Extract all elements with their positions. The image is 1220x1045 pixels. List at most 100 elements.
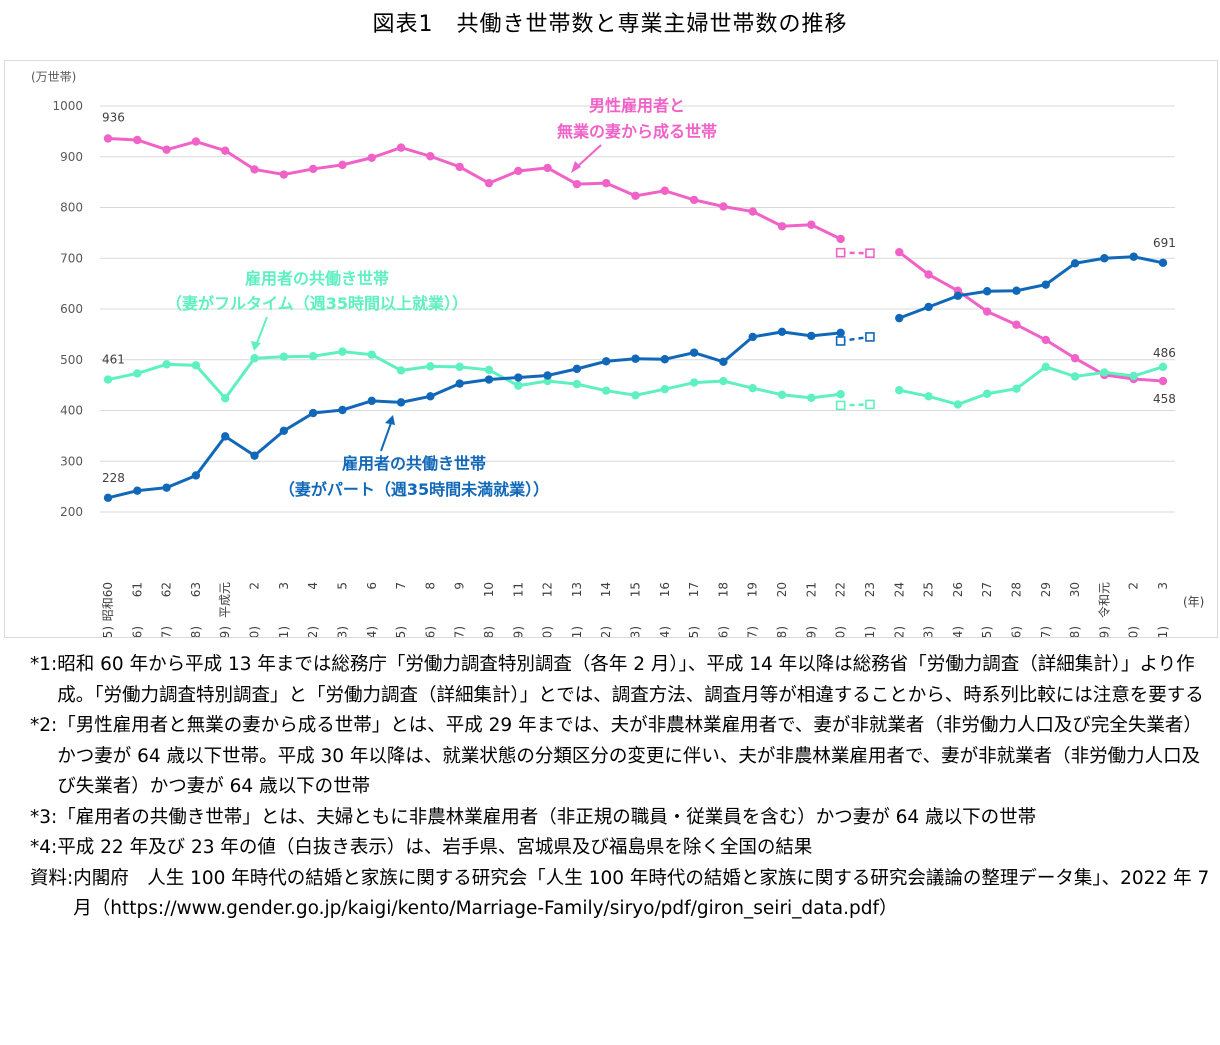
x-tick-label-year: (2011) (863, 626, 877, 637)
annotation-arrow (380, 422, 392, 452)
data-point (660, 384, 670, 394)
data-point (162, 360, 171, 369)
data-point (1158, 376, 1168, 386)
series-label-male-employee: 無業の妻から成る世帯 (557, 122, 717, 141)
x-tick-label-era: 9 (453, 582, 467, 590)
x-tick-label-era: 平成元 (218, 582, 232, 618)
y-tick-label: 900 (60, 150, 83, 164)
data-point (455, 162, 464, 172)
data-point (133, 135, 142, 145)
x-tick-label-year: (1989) (218, 626, 232, 637)
data-point (426, 362, 435, 371)
data-point (279, 170, 289, 179)
data-point (1129, 371, 1138, 381)
data-point (1012, 286, 1021, 295)
data-point (748, 383, 757, 393)
data-point (777, 222, 787, 231)
data-point (748, 207, 757, 216)
x-tick-label-year: (2002) (599, 626, 613, 637)
data-point (514, 381, 523, 390)
data-point (982, 287, 992, 296)
data-point (1041, 362, 1050, 372)
data-point (601, 178, 611, 188)
data-point (660, 186, 670, 195)
note-label: *1: (30, 654, 58, 675)
y-tick-label: 800 (60, 201, 83, 215)
x-axis-label: (年) (1183, 595, 1204, 609)
data-point (367, 350, 376, 359)
data-point (572, 364, 582, 374)
data-point (426, 152, 435, 161)
x-tick-label-year: (2014) (951, 626, 965, 637)
x-tick-label-era: 30 (1068, 582, 1082, 597)
data-point (367, 153, 376, 162)
data-point (308, 351, 318, 361)
x-tick-label-year: (1997) (453, 626, 467, 637)
x-tick-label-era: 21 (804, 582, 818, 597)
data-point (895, 313, 904, 323)
chart-title: 図表1 共働き世帯数と専業主婦世帯数の推移 (372, 12, 848, 37)
data-point (777, 390, 787, 399)
x-tick-label-year: (1996) (423, 626, 437, 637)
x-tick-label-era: 3 (1156, 582, 1170, 590)
data-point (807, 220, 816, 229)
data-point (543, 163, 552, 173)
x-tick-label-year: (2009) (804, 626, 818, 637)
x-tick-label-era: 18 (716, 582, 730, 597)
data-point (338, 347, 347, 356)
data-point (514, 166, 523, 176)
x-tick-label-era: 2 (1127, 582, 1141, 590)
x-tick-label-era: 7 (394, 582, 408, 590)
data-point (1070, 354, 1080, 363)
data-point (250, 165, 259, 174)
data-point (455, 379, 464, 388)
x-tick-label-year: (1993) (335, 626, 349, 637)
excluded-data-point (835, 336, 846, 346)
note-label: *2: (30, 715, 58, 736)
x-tick-label-year: (2004) (658, 626, 672, 637)
note-text: 内閣府 人生 100 年時代の結婚と家族に関する研究会「人生 100 年時代の結… (73, 867, 1210, 920)
x-tick-label-year: (2007) (746, 626, 760, 637)
data-point (279, 352, 289, 361)
note-1: *1: 昭和 60 年から平成 13 年までは総務庁「労働力調査特別調査（各年 … (30, 650, 1215, 711)
data-point (953, 291, 963, 301)
x-tick-label-year: (1987) (160, 626, 174, 637)
data-point (895, 386, 904, 395)
data-point (982, 307, 992, 316)
data-point (221, 146, 230, 155)
data-point (1041, 280, 1050, 289)
data-label: 691 (1153, 236, 1176, 250)
excluded-line (840, 251, 870, 255)
annotation-arrowhead (251, 341, 261, 351)
data-point (191, 137, 201, 146)
series-label-parttime: （妻がパート（週35時間未満就業）） (279, 480, 549, 499)
y-tick-label: 700 (60, 251, 83, 265)
data-point (484, 178, 494, 188)
data-point (689, 195, 699, 205)
data-point (221, 432, 230, 441)
x-tick-label-era: 29 (1039, 582, 1053, 597)
y-tick-label: 1000 (52, 99, 83, 113)
data-point (162, 483, 171, 492)
data-point (426, 392, 435, 401)
data-point (1158, 362, 1168, 372)
data-point (953, 400, 963, 409)
note-4: *4: 平成 22 年及び 23 年の値（白抜き表示）は、岩手県、宮城県及び福島… (30, 833, 1215, 864)
note-text: 「男性雇用者と無業の妻から成る世帯」とは、平成 29 年までは、夫が非農林業雇用… (57, 715, 1202, 797)
annotation-arrowhead (385, 415, 395, 425)
x-tick-label-era: 19 (746, 582, 760, 597)
series-line (107, 330, 841, 500)
x-tick-label-era: 63 (189, 582, 203, 597)
data-point (103, 375, 113, 384)
y-tick-label: 600 (60, 302, 83, 316)
y-axis-label: (万世帯) (31, 70, 76, 84)
series-label-parttime: 雇用者の共働き世帯 (342, 454, 486, 473)
note-text: 平成 22 年及び 23 年の値（白抜き表示）は、岩手県、宮城県及び福島県を除く… (57, 837, 813, 858)
x-tick-label-year: (2012) (892, 626, 906, 637)
x-tick-label-year: (1992) (306, 626, 320, 637)
data-point (982, 389, 992, 398)
data-point (250, 354, 259, 363)
data-label: 228 (102, 471, 125, 485)
x-tick-label-year: (2010) (834, 626, 848, 637)
